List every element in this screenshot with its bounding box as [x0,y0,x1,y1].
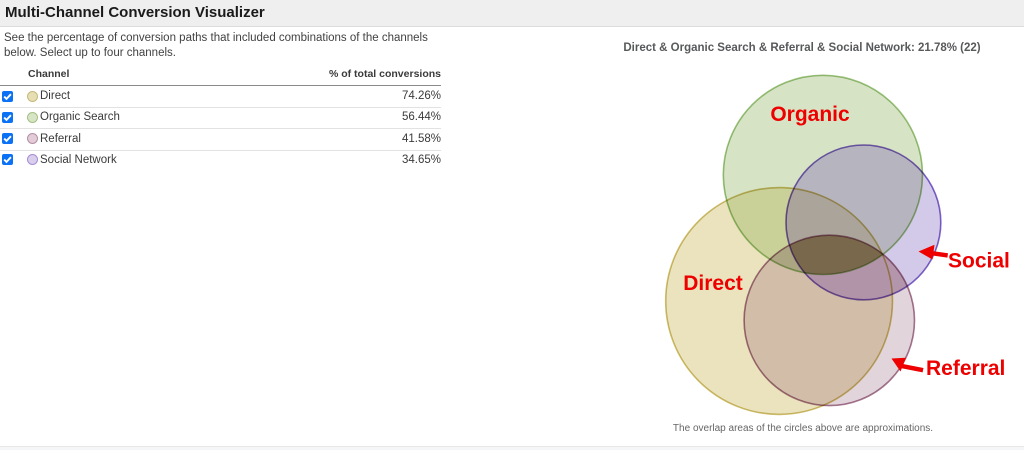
svg-text:Direct: Direct [683,272,743,295]
svg-text:Referral: Referral [926,357,1005,380]
svg-text:Social: Social [948,250,1010,273]
svg-text:Organic: Organic [770,103,850,126]
